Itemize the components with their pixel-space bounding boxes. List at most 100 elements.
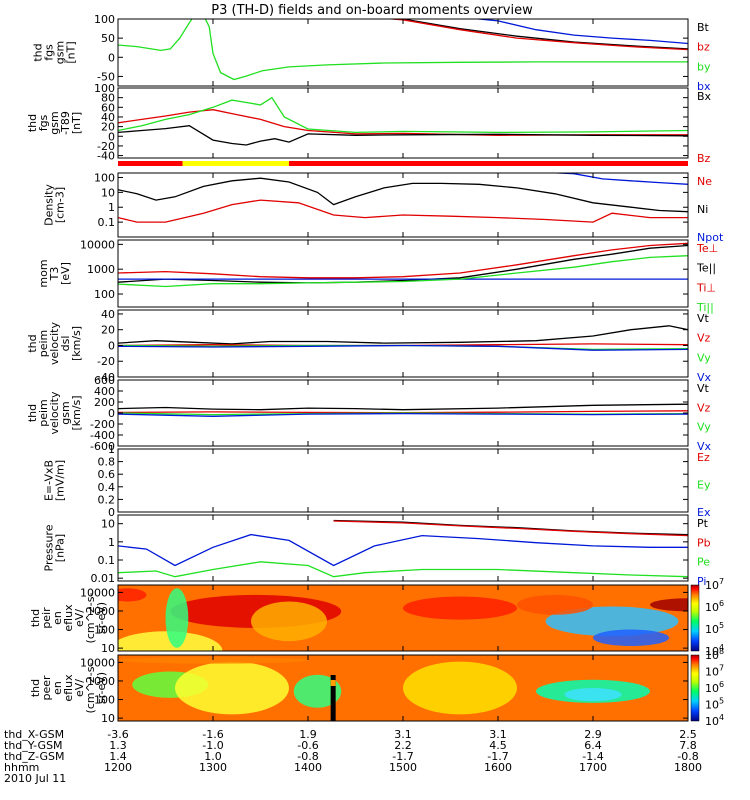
y-tick-label: 0 bbox=[108, 130, 115, 143]
spectrogram-blob bbox=[403, 661, 517, 715]
series-group bbox=[118, 403, 688, 417]
spectrogram-blob bbox=[564, 688, 622, 702]
y-axis-label-line: mom bbox=[37, 259, 50, 287]
legend-Vz: Vz bbox=[697, 401, 711, 414]
legend-Vx: Vx bbox=[697, 371, 712, 384]
colorbar-tick-exponent: 6 bbox=[719, 599, 724, 608]
y-axis-label-line: [nPa] bbox=[54, 534, 67, 562]
y-tick-label: 50 bbox=[101, 32, 115, 45]
colorbar-scale bbox=[690, 654, 700, 722]
series-group bbox=[118, 519, 688, 578]
y-axis-label-line: fgs bbox=[43, 44, 56, 61]
colorbar-tick-exponent: 5 bbox=[719, 697, 724, 706]
colorbar-tick-label: 107 bbox=[705, 577, 724, 592]
series-group bbox=[118, 173, 688, 223]
y-tick-label: 100 bbox=[94, 288, 115, 301]
y-tick-label: 10 bbox=[101, 642, 115, 655]
y-axis-label-line: (cm^2-s- bbox=[84, 663, 97, 714]
y-tick-label: 0.4 bbox=[98, 481, 116, 494]
y-axis-label-line: thd bbox=[29, 609, 42, 627]
y-tick-label: -200 bbox=[90, 418, 115, 431]
y-axis-label-line: [mV/m] bbox=[54, 460, 67, 501]
series-bx bbox=[472, 19, 688, 45]
panel-density: Ne Ni Npot 100 10 1 0.1 Density[cm-3] bbox=[43, 171, 724, 244]
y-tick-label: 10 bbox=[101, 518, 115, 531]
y-axis-label-line: dsl bbox=[59, 336, 72, 352]
y-tick-label: -50 bbox=[97, 70, 115, 83]
legend-Vy: Vy bbox=[697, 351, 711, 364]
legend-Ti||: Ti|| bbox=[696, 301, 714, 314]
legend-Ey: Ey bbox=[697, 479, 711, 492]
spectrogram-blob bbox=[251, 601, 327, 642]
colorbar-tick-exponent: 4 bbox=[719, 643, 724, 652]
y-axis-label-line: E=-VxB bbox=[43, 460, 56, 501]
panel-e_vxb: Ez Ey Ex 10.80.60.40.20 E=-VxB[mV/m] bbox=[43, 443, 711, 519]
footer-value: 3.1 bbox=[394, 728, 412, 741]
series-By bbox=[118, 96, 688, 134]
footer-value: -1.7 bbox=[487, 750, 508, 763]
footer-value: -0.6 bbox=[297, 739, 318, 752]
series-by bbox=[118, 19, 688, 81]
footer-value: 1.9 bbox=[299, 728, 317, 741]
legend-Pt: Pt bbox=[697, 517, 709, 530]
colorbar-tick-label: 108 bbox=[705, 647, 724, 662]
data-gap-bar-cap bbox=[330, 680, 336, 686]
fgs-bar-segment bbox=[289, 161, 688, 166]
legend-bz: bz bbox=[697, 41, 710, 54]
spectrogram-blob bbox=[403, 596, 517, 620]
footer-row-label: thd_Z-GSM bbox=[4, 750, 64, 763]
series-group bbox=[118, 325, 688, 351]
y-axis-label-line: -T89 bbox=[59, 111, 72, 135]
y-tick-label: 1000 bbox=[87, 263, 115, 276]
panel-frame bbox=[117, 448, 689, 513]
series-Bt bbox=[395, 19, 688, 50]
legend-bx: bx bbox=[697, 80, 711, 93]
y-tick-label: 20 bbox=[101, 324, 115, 337]
y-tick-label: 0.1 bbox=[98, 216, 116, 229]
y-tick-label: 0 bbox=[108, 506, 115, 519]
footer-value: 1.0 bbox=[204, 750, 222, 763]
series-Ti|| bbox=[118, 255, 688, 288]
series-Bx bbox=[118, 125, 688, 146]
y-axis-label-line: thd bbox=[26, 334, 39, 352]
colorbar-tick-exponent: 8 bbox=[719, 647, 724, 656]
footer-value: -1.0 bbox=[202, 739, 223, 752]
footer-value: -3.6 bbox=[107, 728, 128, 741]
series-bz bbox=[384, 19, 688, 51]
spectrogram-blob bbox=[517, 594, 593, 615]
y-tick-label: 20 bbox=[101, 121, 115, 134]
y-tick-label: 10 bbox=[101, 712, 115, 725]
y-tick-label: -20 bbox=[97, 355, 115, 368]
y-axis-label-line: [nT] bbox=[70, 112, 83, 134]
series-Vt bbox=[118, 325, 688, 345]
y-tick-label: 10 bbox=[101, 186, 115, 199]
series-Te|| bbox=[118, 244, 688, 284]
legend-Ez: Ez bbox=[697, 451, 710, 464]
y-axis-label-line: thd bbox=[29, 679, 42, 697]
y-axis-label-line: [km/s] bbox=[70, 326, 83, 361]
legend-Vy: Vy bbox=[697, 421, 711, 434]
footer-value: 1700 bbox=[579, 761, 607, 774]
y-axis-label-line: gsm bbox=[54, 41, 67, 64]
y-tick-label: 0.6 bbox=[98, 468, 116, 481]
footer-value: 1.3 bbox=[109, 739, 127, 752]
y-tick-label: 100 bbox=[94, 624, 115, 637]
y-axis-label-line: eflux bbox=[62, 674, 75, 702]
series-group bbox=[118, 242, 688, 288]
colorbar-tick-label: 106 bbox=[705, 599, 724, 614]
legend-Vt: Vt bbox=[697, 382, 710, 395]
footer-value: 1800 bbox=[674, 761, 702, 774]
y-tick-label: 200 bbox=[94, 396, 115, 409]
spectrogram-blob bbox=[650, 598, 688, 612]
series-Vx bbox=[118, 412, 688, 417]
y-axis-label-line: [nT] bbox=[65, 41, 78, 63]
footer-value: 1400 bbox=[294, 761, 322, 774]
footer-value: 3.1 bbox=[489, 728, 507, 741]
y-axis-label-line: thd bbox=[26, 404, 39, 422]
legend-Npot: Npot bbox=[697, 231, 724, 244]
